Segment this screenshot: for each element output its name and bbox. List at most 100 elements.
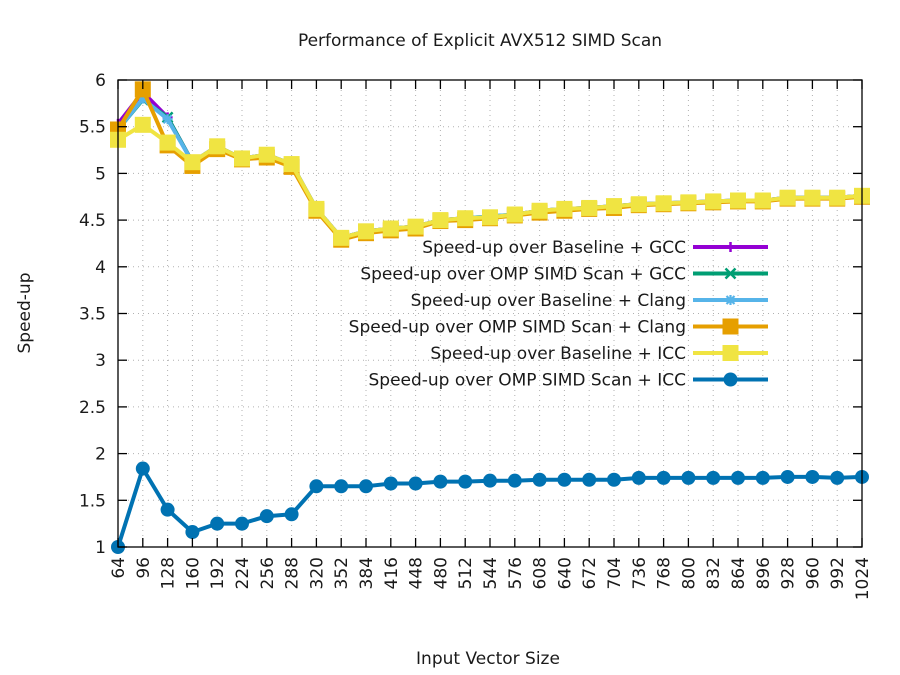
y-tick-label: 3	[95, 351, 106, 371]
data-point	[433, 474, 448, 489]
marker-star	[725, 295, 736, 305]
marker-circle	[706, 470, 721, 485]
data-point	[483, 473, 497, 488]
marker-square	[606, 198, 622, 215]
data-point	[507, 473, 522, 488]
x-tick-label: 672	[580, 557, 600, 589]
marker-circle	[780, 469, 795, 484]
marker-circle	[805, 469, 820, 484]
data-point	[780, 469, 795, 484]
data-point	[234, 150, 250, 167]
data-point	[532, 472, 547, 487]
data-point	[606, 198, 622, 215]
data-point	[359, 479, 373, 494]
series-5	[111, 461, 869, 554]
marker-circle	[582, 472, 597, 487]
series-4	[110, 116, 870, 246]
data-point	[235, 516, 249, 531]
marker-circle	[557, 472, 572, 487]
x-tick-label: 960	[803, 557, 823, 589]
marker-square	[358, 223, 374, 240]
data-point	[432, 212, 449, 229]
x-tick-label: 160	[183, 557, 203, 589]
y-tick-label: 1.5	[79, 491, 106, 511]
marker-square	[134, 116, 151, 133]
data-point	[779, 189, 796, 206]
data-point	[408, 476, 423, 491]
data-point	[134, 116, 151, 133]
marker-cross	[724, 267, 737, 280]
series-layer	[110, 81, 870, 554]
data-point	[557, 472, 572, 487]
marker-square	[722, 345, 739, 361]
marker-square	[457, 210, 474, 227]
marker-circle	[731, 470, 745, 485]
marker-circle	[383, 476, 398, 491]
data-point	[309, 479, 324, 494]
data-point	[581, 199, 598, 216]
data-point	[630, 196, 647, 213]
legend-label: Speed-up over OMP SIMD Scan + GCC	[360, 265, 686, 285]
marker-circle	[210, 516, 225, 531]
data-point	[805, 469, 820, 484]
y-tick-label: 2	[95, 445, 106, 465]
x-tick-label: 768	[655, 557, 675, 589]
marker-circle	[408, 476, 423, 491]
marker-square	[531, 202, 548, 219]
marker-square	[581, 199, 598, 216]
marker-circle	[681, 470, 696, 485]
marker-square	[134, 81, 151, 98]
data-point	[308, 200, 325, 217]
marker-square	[779, 189, 796, 206]
marker-plus	[725, 242, 736, 252]
legend-label: Speed-up over OMP SIMD Scan + Clang	[349, 318, 686, 338]
x-tick-label: 288	[283, 557, 303, 589]
data-point	[160, 502, 175, 517]
data-point	[159, 134, 176, 151]
marker-circle	[160, 502, 175, 517]
x-tick-label: 992	[828, 557, 848, 589]
legend-item: Speed-up over OMP SIMD Scan + ICC	[368, 371, 768, 391]
data-point	[383, 476, 398, 491]
data-point	[656, 470, 671, 485]
x-tick-label: 352	[332, 557, 352, 589]
x-tick-label: 736	[630, 557, 650, 589]
legend-label: Speed-up over Baseline + GCC	[422, 238, 686, 258]
marker-square	[506, 206, 523, 223]
y-tick-label: 6	[95, 71, 106, 91]
marker-circle	[507, 473, 522, 488]
x-tick-label: 896	[754, 557, 774, 589]
marker-circle	[433, 474, 448, 489]
legend-item: Speed-up over Baseline + Clang	[411, 291, 768, 311]
marker-circle	[830, 470, 845, 485]
marker-square	[333, 229, 350, 246]
x-axis-label: Input Vector Size	[416, 649, 560, 669]
marker-square	[556, 200, 573, 217]
data-point	[531, 202, 548, 219]
marker-square	[829, 189, 846, 206]
x-tick-label: 832	[704, 557, 724, 589]
legend-label: Speed-up over OMP SIMD Scan + ICC	[368, 371, 686, 391]
x-tick-label: 448	[407, 557, 427, 589]
x-tick-label: 576	[506, 557, 526, 589]
data-point	[731, 470, 745, 485]
marker-square	[184, 154, 201, 171]
legend-item: Speed-up over OMP SIMD Scan + Clang	[349, 318, 768, 338]
marker-square	[655, 195, 672, 212]
x-tick-label: 384	[357, 557, 377, 589]
marker-circle	[334, 479, 349, 494]
marker-square	[308, 200, 325, 217]
y-tick-label: 3.5	[79, 305, 106, 325]
x-tick-label: 800	[679, 557, 699, 589]
marker-circle	[532, 472, 547, 487]
marker-square	[258, 146, 275, 163]
marker-circle	[259, 509, 274, 524]
marker-circle	[755, 470, 770, 485]
x-tick-label: 704	[605, 557, 625, 589]
data-point	[284, 507, 299, 522]
data-point	[804, 189, 821, 206]
marker-square	[432, 212, 449, 229]
marker-square	[680, 194, 697, 211]
data-point	[705, 193, 722, 210]
marker-square	[234, 150, 250, 167]
